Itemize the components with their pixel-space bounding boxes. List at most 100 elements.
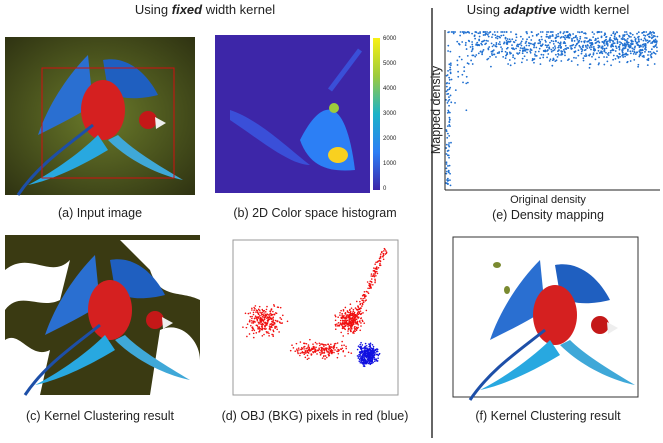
scatter-dot	[354, 321, 357, 324]
scatter-dot	[355, 329, 358, 332]
scatter-dot	[448, 98, 451, 101]
scatter-dot	[609, 51, 612, 54]
scatter-dot	[622, 34, 625, 37]
scatter-dot	[523, 46, 526, 49]
scatter-dot	[567, 58, 570, 61]
scatter-dot	[449, 118, 451, 121]
scatter-dot	[376, 268, 378, 270]
scatter-dot	[653, 39, 656, 42]
scatter-dot	[366, 350, 369, 353]
scatter-dot	[600, 35, 603, 38]
histogram-peak	[328, 147, 348, 163]
scatter-dot	[576, 63, 579, 66]
scatter-dot	[465, 31, 467, 34]
scatter-dot	[610, 34, 613, 37]
scatter-dot	[649, 54, 652, 56]
scatter-dot	[372, 348, 374, 350]
scatter-dot	[525, 31, 528, 33]
scatter-dot	[359, 353, 361, 356]
scatter-dot	[361, 361, 363, 364]
scatter-dot	[445, 130, 448, 133]
scatter-dot	[501, 48, 504, 50]
scatter-dot	[572, 33, 575, 35]
scatter-dot	[305, 342, 308, 345]
scatter-dot	[447, 171, 450, 173]
scatter-dot	[484, 43, 486, 46]
scatter-dot	[339, 311, 341, 314]
scatter-dot	[331, 349, 334, 352]
scatter-dot	[515, 36, 518, 39]
scatter-dot	[465, 75, 468, 78]
scatter-dot	[334, 328, 337, 331]
scatter-dot	[347, 330, 349, 332]
scatter-dot	[539, 63, 542, 66]
scatter-dot	[561, 53, 564, 56]
scatter-dot	[272, 335, 275, 338]
scatter-dot	[588, 66, 591, 69]
scatter-dot	[598, 56, 600, 59]
scatter-dot	[487, 47, 490, 50]
scatter-dot	[538, 39, 541, 42]
scatter-dot	[368, 343, 370, 345]
scatter-dot	[612, 31, 615, 33]
scatter-dot	[521, 47, 524, 50]
scatter-dot	[497, 43, 500, 45]
scatter-dot	[531, 59, 534, 62]
scatter-dot	[356, 312, 359, 315]
scatter-dot	[447, 100, 450, 102]
scatter-dot	[259, 314, 261, 317]
scatter-dot	[592, 53, 595, 56]
scatter-dot	[316, 353, 318, 355]
scatter-dot	[352, 323, 354, 325]
scatter-dot	[324, 355, 327, 357]
scatter-dot	[606, 40, 609, 43]
scatter-dot	[627, 45, 630, 48]
scatter-dot	[564, 47, 567, 50]
scatter-dot	[333, 344, 336, 347]
scatter-dot	[273, 322, 276, 325]
scatter-dot	[350, 325, 353, 327]
scatter-dot	[266, 317, 268, 319]
scatter-dot	[341, 315, 344, 318]
scatter-dot	[572, 43, 575, 46]
colorbar-tick-label: 0	[383, 186, 387, 192]
scatter-dot	[342, 321, 344, 323]
scatter-dot	[632, 40, 634, 43]
scatter-dot	[334, 314, 336, 316]
scatter-dot	[560, 46, 563, 48]
scatter-dot	[369, 342, 372, 345]
scatter-dot	[603, 39, 606, 42]
scatter-dot	[344, 313, 347, 315]
scatter-dot	[362, 297, 364, 300]
scatter-dot	[621, 37, 624, 40]
scatter-dot	[626, 33, 628, 36]
scatter-dot	[353, 311, 356, 314]
heading-part: adaptive	[504, 2, 557, 17]
scatter-dot	[541, 31, 544, 33]
scatter-dot	[651, 42, 654, 44]
scatter-dot	[303, 353, 306, 356]
scatter-dot	[450, 31, 453, 33]
scatter-dot	[328, 349, 330, 351]
scatter-dot	[466, 81, 469, 84]
scatter-dot	[641, 55, 644, 58]
scatter-dot	[620, 37, 623, 40]
scatter-dot	[268, 325, 271, 327]
scatter-dot	[551, 31, 554, 33]
scatter-dot	[547, 53, 550, 55]
scatter-dot	[272, 324, 275, 326]
scatter-dot	[547, 31, 550, 33]
scatter-dot	[341, 314, 343, 316]
scatter-dot	[385, 250, 387, 252]
scatter-dot	[259, 328, 261, 330]
scatter-dot	[344, 328, 346, 331]
scatter-dot	[571, 37, 573, 40]
scatter-dot	[336, 350, 338, 353]
scatter-dot	[373, 349, 375, 351]
scatter-dot	[307, 344, 310, 346]
scatter-dot	[249, 315, 252, 318]
scatter-dot	[647, 54, 649, 56]
scatter-dot	[653, 63, 656, 65]
scatter-dot	[300, 348, 303, 351]
scatter-dot	[471, 48, 474, 51]
